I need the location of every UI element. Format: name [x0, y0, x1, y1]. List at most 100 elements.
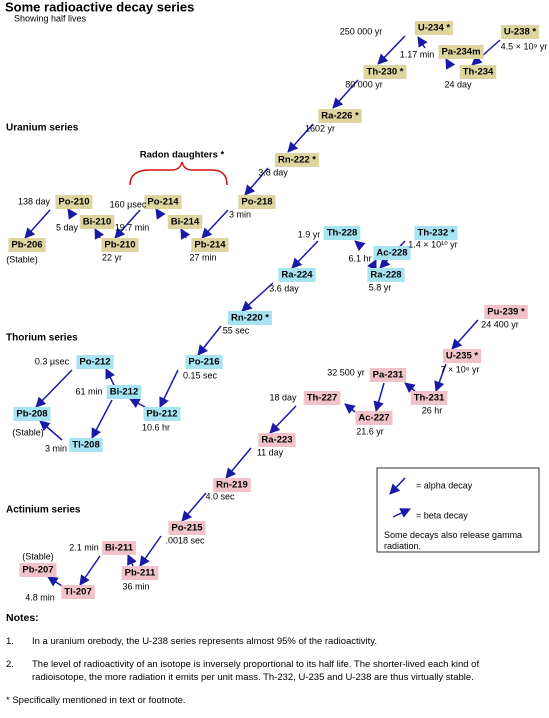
- half-life: 27 min: [189, 252, 216, 262]
- decay-arrow: [129, 398, 146, 409]
- decay-arrow: [139, 535, 162, 567]
- half-life: 24 400 yr: [481, 319, 519, 329]
- isotope-label: Bi-210: [83, 217, 112, 228]
- decay-arrow: [181, 492, 207, 522]
- half-life: 0.15 sec: [183, 370, 218, 380]
- note: 1. In a uranium orebody, the U-238 series…: [6, 635, 526, 648]
- decay-arrow: [225, 447, 252, 479]
- isotope: Ra-223: [258, 433, 296, 447]
- decay-arrow: [79, 555, 101, 586]
- isotope-box: [303, 391, 341, 405]
- isotope-label: Pb-211: [125, 568, 156, 579]
- isotope-box: [363, 65, 407, 79]
- isotope-box: [101, 238, 139, 252]
- isotope-label: Pb-212: [146, 409, 177, 420]
- half-life: 4.0 sec: [205, 491, 235, 501]
- isotope-label: Pa-234m: [441, 47, 480, 58]
- isotope-label: Rn-222 *: [278, 155, 316, 166]
- isotope: Th-230 *: [363, 65, 407, 79]
- isotope-label: Rn-219: [216, 480, 248, 491]
- isotope: Ra-224: [278, 268, 316, 282]
- isotope-label: Bi-214: [171, 217, 200, 228]
- half-life: 1602 yr: [305, 123, 335, 133]
- isotope-label: Pb-207: [22, 565, 53, 576]
- isotope: Ra-228: [367, 268, 405, 282]
- isotope-box: [258, 433, 296, 447]
- decay-arrow: [201, 209, 229, 239]
- half-life: 5.8 yr: [369, 282, 392, 292]
- isotope: Th-232 *: [414, 226, 458, 240]
- isotope: Th-231: [410, 391, 448, 405]
- isotope-box: [144, 195, 182, 209]
- isotope-box: [106, 385, 142, 399]
- isotope: Pb-206: [8, 238, 46, 252]
- half-life: 11 day: [257, 447, 284, 457]
- half-life: 4.8 min: [25, 592, 55, 602]
- isotope-label: Pb-208: [16, 409, 47, 420]
- isotope: Ac-227: [355, 411, 393, 425]
- isotope-label: Pb-214: [194, 240, 226, 251]
- isotope-box: [318, 109, 362, 123]
- decay-arrow: [445, 58, 456, 70]
- isotope-box: [55, 195, 93, 209]
- note-text: The level of radioactivity of an isotope…: [32, 659, 480, 683]
- half-life: 10.6 hr: [142, 422, 170, 432]
- diagram: Some radioactive decay series Showing ha…: [5, 0, 547, 602]
- half-life: 160 μsec: [110, 199, 147, 209]
- decay-arrow: [67, 208, 78, 220]
- isotope-label: Th-234: [463, 67, 494, 78]
- isotope-label: Ac-227: [358, 413, 389, 424]
- decay-arrow: [373, 382, 385, 413]
- isotope-label: Pb-210: [104, 240, 135, 251]
- isotope-box: [61, 585, 95, 599]
- isotope-label: Po-216: [188, 357, 219, 368]
- half-life: 36 min: [122, 581, 149, 591]
- isotope-label: Po-215: [171, 523, 203, 534]
- bracket: [129, 161, 228, 186]
- isotope: Th-227: [303, 391, 341, 405]
- isotope-box: [227, 311, 273, 325]
- isotope: Pb-210: [101, 238, 139, 252]
- decay-arrow: [291, 240, 319, 269]
- isotope-label: Ra-228: [370, 270, 401, 281]
- title: Some radioactive decay series: [5, 0, 194, 14]
- isotope-label: Po-212: [79, 357, 110, 368]
- half-life: 1.4 × 10¹⁰ yr: [408, 239, 457, 249]
- isotope-label: Bi-211: [105, 543, 134, 554]
- isotope-label: U-235 *: [446, 351, 479, 362]
- decay-arrow: [24, 209, 51, 239]
- isotope: Pb-208: [13, 407, 51, 421]
- isotope-box: [168, 521, 206, 535]
- decay-arrow: [404, 382, 416, 394]
- isotope-box: [278, 268, 316, 282]
- half-life: 18 day: [269, 392, 297, 402]
- half-life: 3.6 day: [269, 283, 299, 293]
- isotope-label: Po-214: [147, 197, 179, 208]
- decay-arrow: [244, 167, 269, 196]
- isotope-box: [76, 355, 114, 369]
- half-life: 0.3 μsec: [35, 356, 70, 366]
- isotope-box: [414, 226, 458, 240]
- half-life: 26 hr: [422, 405, 443, 415]
- decay-arrow: [127, 554, 137, 567]
- half-life: 32 500 yr: [327, 367, 365, 377]
- note-number: 2.: [6, 659, 14, 670]
- isotope-label: Ra-223: [261, 435, 292, 446]
- decay-arrow: [269, 405, 297, 434]
- decay-arrow: [471, 39, 501, 66]
- isotope: Po-210: [55, 195, 93, 209]
- decay-arrow: [180, 228, 191, 240]
- isotope: Bi-214: [167, 215, 203, 229]
- isotope-label: Th-231: [414, 393, 445, 404]
- isotope-label: Bi-212: [110, 387, 139, 398]
- isotope-box: [121, 566, 159, 580]
- half-life: (Stable): [12, 427, 44, 437]
- half-life: 6.1 hr: [348, 253, 371, 263]
- series-label: Thorium series: [6, 333, 78, 344]
- isotope-box: [185, 355, 223, 369]
- isotope-label: U-234 *: [418, 23, 451, 34]
- isotope: Rn-220 *: [227, 311, 273, 325]
- half-life: 55 sec: [223, 325, 250, 335]
- series-label: Uranium series: [6, 123, 79, 134]
